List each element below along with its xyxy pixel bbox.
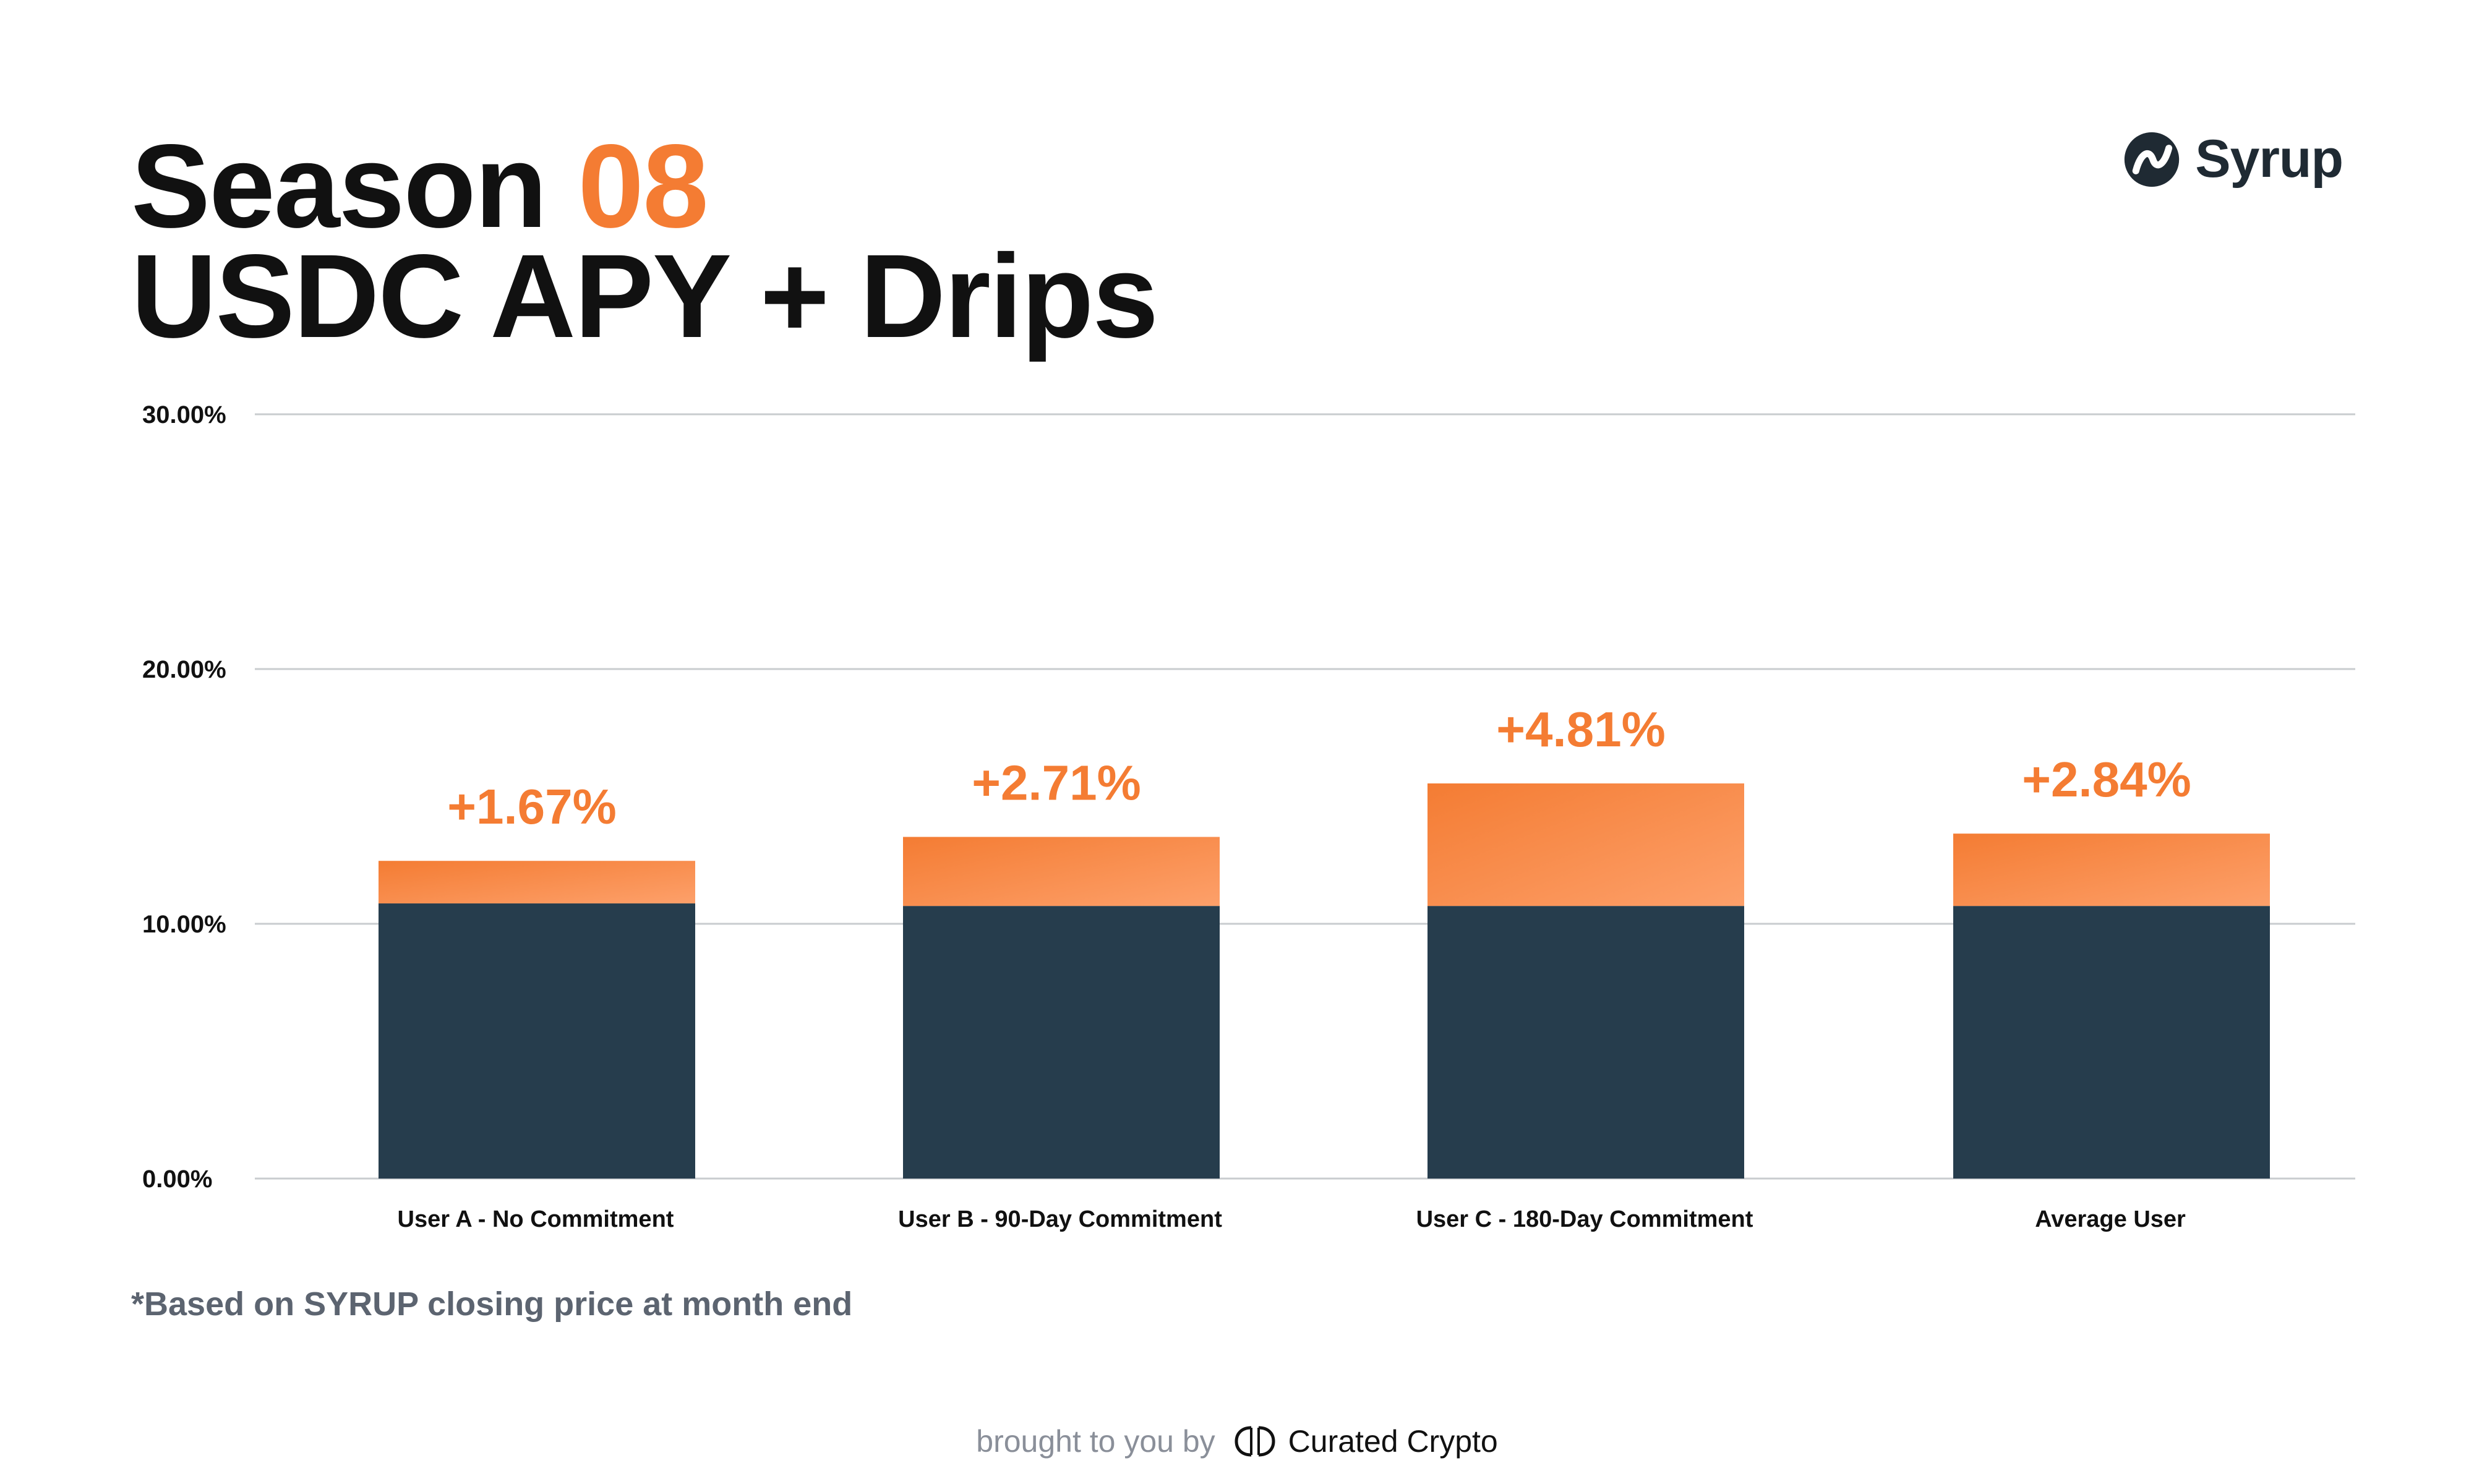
bar-usdc-apy (1427, 906, 1744, 1179)
y-tick-label: 30.00% (142, 401, 226, 429)
bar-drips (903, 837, 1220, 906)
syrup-logo-text: Syrup (2195, 129, 2343, 189)
data-label: +2.71% (972, 756, 1141, 811)
y-axis-ticks: 0.00% 10.00% 20.00% 30.00% (142, 401, 226, 1193)
x-axis-ticks: User A - No Commitment User B - 90-Day Co… (398, 1206, 2186, 1232)
page-title: Season 08 USDC APY + Drips (131, 127, 1158, 362)
curated-crypto-brand[interactable]: Curated Crypto (1233, 1423, 1498, 1459)
x-tick-label: User C - 180-Day Commitment (1416, 1206, 1753, 1232)
bar-drips (379, 861, 695, 904)
title-line-2: USDC APY + Drips (131, 229, 1158, 362)
title-line-1: Season 08 (131, 127, 1157, 245)
bar-drips (1953, 834, 2270, 906)
x-tick-label: User B - 90-Day Commitment (898, 1206, 1222, 1232)
bar-usdc-apy (1953, 906, 2270, 1179)
credit-prefix: brought to you by (976, 1424, 1215, 1459)
data-label: +4.81% (1496, 702, 1666, 757)
title-season-word: Season (131, 119, 547, 252)
x-tick-label: User A - No Commitment (398, 1206, 674, 1232)
bars (379, 783, 2270, 1179)
data-label: +1.67% (447, 779, 617, 834)
data-labels: +1.67% +2.71% +4.81% +2.84% (447, 702, 2191, 834)
y-tick-label: 10.00% (142, 911, 226, 938)
curated-crypto-name: Curated Crypto (1288, 1424, 1498, 1459)
data-label: +2.84% (2022, 752, 2191, 807)
footnote: *Based on SYRUP closing price at month e… (131, 1286, 853, 1323)
title-season-number: 08 (578, 119, 709, 252)
syrup-logo: Syrup (2123, 129, 2343, 190)
bar-drips (1427, 783, 1744, 906)
syrup-logo-icon (2125, 132, 2180, 187)
y-tick-label: 0.00% (142, 1166, 212, 1193)
bar-usdc-apy (379, 903, 695, 1179)
bar-usdc-apy (903, 906, 1220, 1179)
x-tick-label: Average User (2035, 1206, 2186, 1232)
y-tick-label: 20.00% (142, 656, 226, 683)
curated-crypto-logo-icon (1235, 1426, 1275, 1457)
credit-line: brought to you by Curated Crypto (0, 1423, 2474, 1459)
